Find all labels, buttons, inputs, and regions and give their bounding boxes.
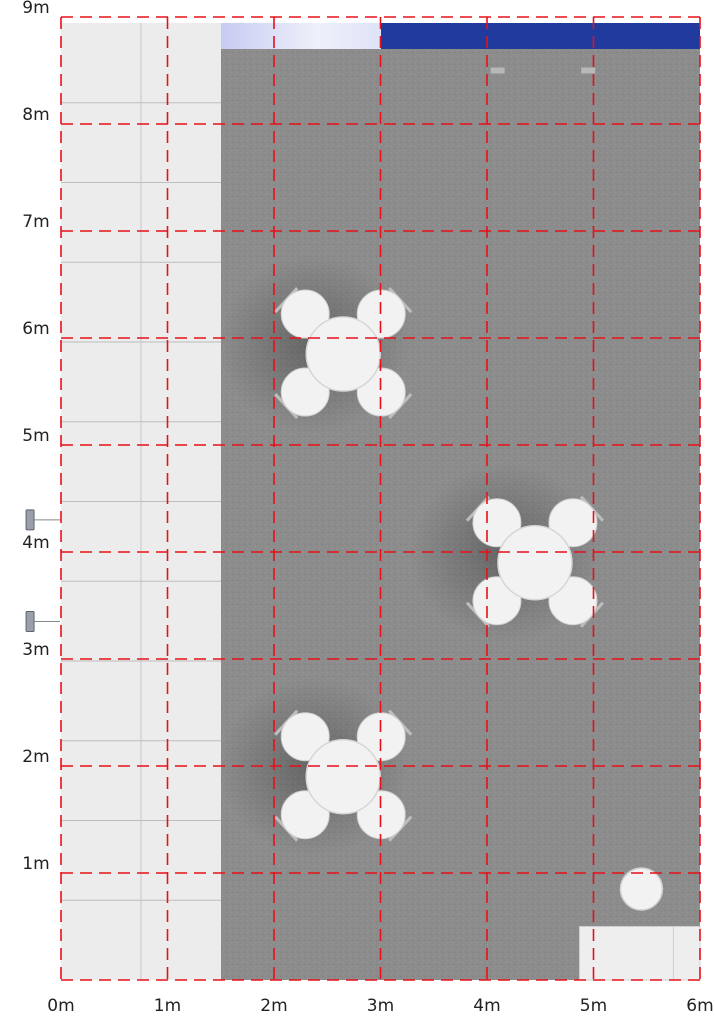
y-tick-label: 4m	[22, 533, 49, 553]
spotlight	[490, 67, 505, 74]
x-tick-label: 2m	[260, 996, 287, 1016]
y-tick-label: 5m	[22, 426, 49, 446]
chair	[274, 287, 330, 339]
y-axis-labels: 1m 2m 3m 4m 5m 6m 7m 8m 9m	[22, 0, 49, 874]
y-tick-label: 6m	[22, 319, 49, 339]
furniture-layer	[25, 67, 701, 981]
x-tick-label: 1m	[154, 996, 181, 1016]
measurement-grid	[60, 16, 701, 981]
round-table	[305, 738, 381, 815]
blue-backwall	[381, 23, 700, 49]
chair	[548, 495, 605, 548]
x-tick-label: 3m	[367, 996, 394, 1016]
counter	[579, 926, 701, 981]
y-tick-label: 8m	[22, 105, 49, 125]
wall-light	[25, 611, 60, 633]
y-tick-label: 3m	[22, 640, 49, 660]
round-table	[305, 316, 381, 392]
spotlight	[581, 67, 596, 74]
y-tick-label: 9m	[22, 0, 49, 18]
chair	[465, 495, 522, 548]
stool	[619, 867, 664, 911]
round-table	[497, 524, 573, 601]
y-tick-label: 7m	[22, 212, 49, 232]
x-tick-label: 6m	[686, 996, 713, 1016]
x-tick-label: 4m	[473, 996, 500, 1016]
x-tick-label: 0m	[47, 996, 74, 1016]
y-tick-label: 2m	[22, 747, 49, 767]
chair	[274, 709, 330, 762]
wall-light	[25, 509, 60, 531]
backwall-glow	[221, 23, 381, 49]
x-axis-labels: 0m 1m 2m 3m 4m 5m 6m	[47, 996, 713, 1016]
y-tick-label: 1m	[22, 854, 49, 874]
x-tick-label: 5m	[580, 996, 607, 1016]
wall-panel-seams	[61, 23, 221, 980]
